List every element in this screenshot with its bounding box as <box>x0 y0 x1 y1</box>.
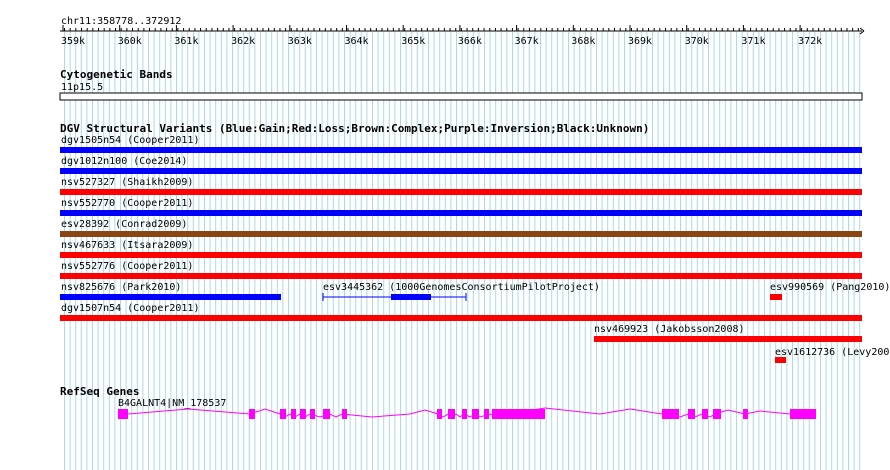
dgv-feature-label: esv3445362 (1000GenomesConsortiumPilotPr… <box>323 282 600 293</box>
gridlines <box>64 32 861 470</box>
ruler-tick-label: 363k <box>288 36 312 47</box>
dgv-feature-label: dgv1505n54 (Cooper2011) <box>61 135 199 146</box>
gene-model[interactable] <box>118 407 816 419</box>
dgv-feature-label: dgv1012n100 (Coe2014) <box>61 156 187 167</box>
ruler-tick-label: 370k <box>685 36 709 47</box>
ruler-tick-label: 359k <box>61 36 85 47</box>
ruler-tick-label: 361k <box>174 36 198 47</box>
cytoband-ideogram[interactable] <box>59 92 863 101</box>
dgv-track-title: DGV Structural Variants (Blue:Gain;Red:L… <box>60 122 649 135</box>
loss-variant-bar[interactable] <box>594 336 862 342</box>
ruler-tick-label: 365k <box>401 36 425 47</box>
dgv-feature-label: nsv467633 (Itsara2009) <box>61 240 193 251</box>
cytoband-track-title: Cytogenetic Bands <box>60 68 173 81</box>
dgv-feature-label: nsv552770 (Cooper2011) <box>61 198 193 209</box>
ruler-tick-label: 366k <box>458 36 482 47</box>
ruler-tick-label: 371k <box>741 36 765 47</box>
loss-variant-bar[interactable] <box>770 294 782 300</box>
gain-variant-bar[interactable] <box>60 294 281 300</box>
ruler[interactable]: 359k 360k 361k 362k 363k 364k 365k 366k 367k 368k… <box>60 25 865 47</box>
dgv-feature-label: esv28392 (Conrad2009) <box>61 219 187 230</box>
dgv-features: dgv1505n54 (Cooper2011) dgv1012n100 (Coe… <box>60 135 890 363</box>
refseq-track-title: RefSeq Genes <box>60 385 139 398</box>
dgv-feature-label: esv990569 (Pang2010) <box>770 282 890 293</box>
dgv-feature-label: nsv552776 (Cooper2011) <box>61 261 193 272</box>
ruler-tick-label: 368k <box>571 36 595 47</box>
ruler-tick-label: 367k <box>515 36 539 47</box>
position-label: chr11:358778..372912 <box>61 16 181 27</box>
gain-variant-bar[interactable] <box>60 168 862 174</box>
dgv-feature-label: nsv527327 (Shaikh2009) <box>61 177 193 188</box>
gene-label: B4GALNT4|NM_178537 <box>118 398 226 409</box>
ruler-tick-label: 360k <box>118 36 142 47</box>
gain-variant-bar[interactable] <box>60 210 862 216</box>
dgv-feature-label: nsv469923 (Jakobsson2008) <box>594 324 745 335</box>
ruler-tick-label: 372k <box>798 36 822 47</box>
ruler-tick-label: 362k <box>231 36 255 47</box>
ruler-tick-label: 369k <box>628 36 652 47</box>
loss-variant-bar[interactable] <box>60 315 862 321</box>
complex-variant-bar[interactable] <box>60 231 862 237</box>
loss-variant-bar[interactable] <box>775 357 786 363</box>
cytoband-label: 11p15.5 <box>61 82 103 93</box>
dgv-feature-label: dgv1507n54 (Cooper2011) <box>61 303 199 314</box>
loss-variant-bar[interactable] <box>60 252 862 258</box>
loss-variant-bar[interactable] <box>60 273 862 279</box>
gain-variant-bar[interactable] <box>60 147 862 153</box>
loss-variant-bar[interactable] <box>60 189 862 195</box>
dgv-feature-label: esv1612736 (Levy2007) <box>775 347 890 358</box>
gain-variant-bar[interactable] <box>322 293 467 301</box>
ruler-tick-label: 364k <box>345 36 369 47</box>
dgv-feature-label: nsv825676 (Park2010) <box>61 282 181 293</box>
